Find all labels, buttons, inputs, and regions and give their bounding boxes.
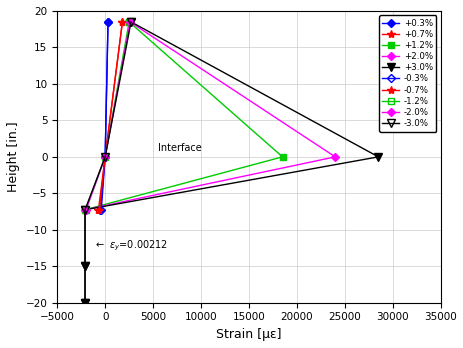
+1.2% xyxy=(82,208,88,212)
Line: +2.0%: +2.0% xyxy=(82,19,337,213)
X-axis label: Strain [με]: Strain [με] xyxy=(216,328,281,341)
+0.3% xyxy=(102,155,108,159)
-0.3% xyxy=(98,208,104,212)
+3.0% xyxy=(82,301,88,305)
-0.3% xyxy=(102,155,108,159)
-3.0% xyxy=(82,301,88,305)
Line: -1.2%: -1.2% xyxy=(83,19,131,213)
Line: +0.7%: +0.7% xyxy=(94,18,126,214)
-0.7% xyxy=(96,208,102,212)
Line: -0.7%: -0.7% xyxy=(95,18,126,214)
-3.0% xyxy=(82,264,88,268)
+2.0% xyxy=(82,208,88,212)
-2.0% xyxy=(83,208,88,212)
Line: -2.0%: -2.0% xyxy=(83,19,132,213)
-2.0% xyxy=(102,155,108,159)
Legend: +0.3%, +0.7%, +1.2%, +2.0%, +3.0%, -0.3%, -0.7%, -1.2%, -2.0%, -3.0%: +0.3%, +0.7%, +1.2%, +2.0%, +3.0%, -0.3%… xyxy=(378,15,435,132)
-0.7% xyxy=(119,20,125,24)
+3.0% xyxy=(375,155,380,159)
Y-axis label: Height [in.]: Height [in.] xyxy=(7,121,20,192)
+1.2% xyxy=(126,20,131,24)
+3.0% xyxy=(82,264,88,268)
-3.0% xyxy=(82,208,88,212)
Text: Interface: Interface xyxy=(157,143,201,153)
-0.7% xyxy=(102,155,108,159)
-3.0% xyxy=(128,20,133,24)
+2.0% xyxy=(127,20,132,24)
+0.3% xyxy=(97,208,103,212)
-1.2% xyxy=(102,155,108,159)
Line: +0.3%: +0.3% xyxy=(97,19,111,213)
Line: -0.3%: -0.3% xyxy=(98,19,111,213)
Line: -3.0%: -3.0% xyxy=(81,18,135,307)
-1.2% xyxy=(83,208,88,212)
-1.2% xyxy=(126,20,131,24)
-0.3% xyxy=(105,20,111,24)
Line: +1.2%: +1.2% xyxy=(82,19,285,213)
+0.7% xyxy=(119,20,125,24)
+0.7% xyxy=(102,155,108,159)
-2.0% xyxy=(127,20,132,24)
Text: $\leftarrow$ $\varepsilon_y$=0.00212: $\leftarrow$ $\varepsilon_y$=0.00212 xyxy=(94,238,168,253)
+3.0% xyxy=(128,20,133,24)
-3.0% xyxy=(102,155,108,159)
+0.7% xyxy=(95,208,101,212)
+1.2% xyxy=(279,155,285,159)
+0.3% xyxy=(105,20,111,24)
+3.0% xyxy=(82,208,88,212)
Line: +3.0%: +3.0% xyxy=(81,18,382,307)
+2.0% xyxy=(332,155,337,159)
